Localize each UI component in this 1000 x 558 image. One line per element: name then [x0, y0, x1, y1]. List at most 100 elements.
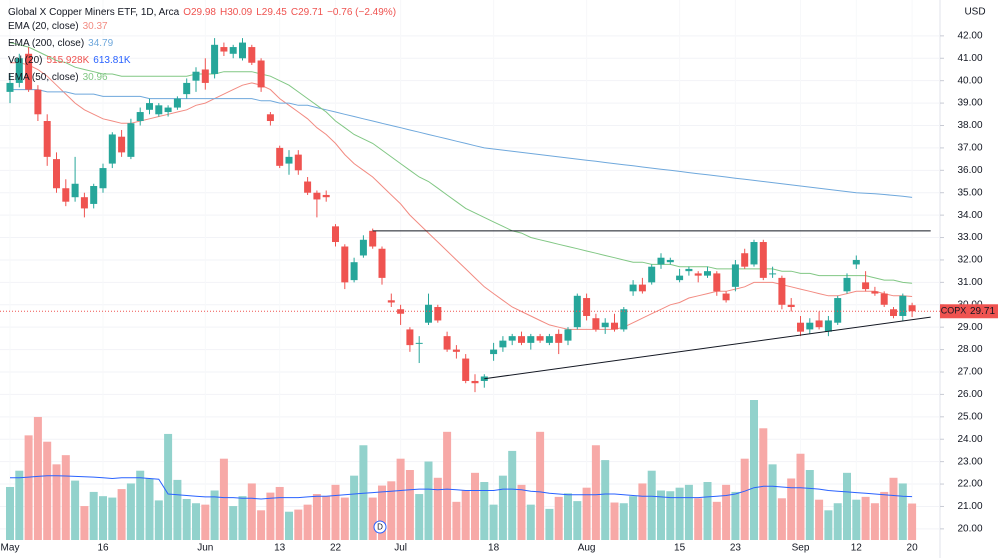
candle-body	[629, 284, 637, 292]
y-tick-label: 28.00	[957, 344, 982, 355]
legend-row: EMA (20, close) 30.37	[8, 21, 108, 32]
trendline	[484, 316, 931, 380]
volume-bar	[536, 431, 545, 540]
y-tick-label: 33.00	[957, 232, 982, 243]
candle-body	[862, 282, 870, 290]
candle-body	[443, 336, 451, 350]
ohlc-label: L29.45	[256, 7, 287, 18]
volume-bar	[629, 496, 638, 540]
candle-body	[127, 123, 135, 157]
candle-body	[25, 53, 33, 90]
volume-bar	[257, 510, 266, 540]
candle-body	[555, 333, 563, 343]
candle-body	[815, 320, 823, 328]
volume-bar	[164, 433, 173, 540]
volume-bar	[647, 470, 656, 540]
dividend-icon	[373, 520, 387, 534]
volume-bar	[861, 496, 870, 540]
symbol-tag	[940, 304, 967, 319]
legend-row: Vol (20) 515.928K 613.81K	[8, 55, 131, 66]
candle-body	[183, 82, 191, 95]
volume-bar	[405, 470, 414, 540]
volume-bar	[52, 464, 61, 540]
y-tick-label: 35.00	[957, 187, 982, 198]
candle-body	[15, 58, 23, 83]
volume-bar	[303, 504, 312, 540]
change-label: −0.76 (−2.49%)	[327, 7, 396, 18]
y-tick-label: 25.00	[957, 411, 982, 422]
volume-bar	[322, 496, 331, 540]
y-tick-label: 20.00	[957, 524, 982, 535]
volume-bar	[415, 494, 424, 540]
candle-body	[750, 242, 758, 265]
volume-bar	[694, 498, 703, 540]
candle-body	[6, 82, 14, 92]
ema-line	[10, 62, 913, 330]
candle-body	[890, 309, 897, 316]
candle-body	[71, 183, 79, 198]
candle-body	[99, 168, 107, 189]
candle-body	[257, 60, 265, 88]
candle-body	[294, 154, 302, 171]
volume-bar	[452, 501, 461, 540]
ohlc-label: O29.98	[183, 7, 216, 18]
volume-bar	[182, 498, 191, 540]
candle-body	[527, 336, 535, 343]
volume-bar	[294, 509, 303, 540]
volume-bar	[768, 464, 777, 540]
volume-bar	[117, 489, 126, 540]
candle-body	[90, 186, 98, 204]
volume-bar	[619, 503, 628, 540]
volume-bar	[340, 497, 349, 540]
x-tick-label: May	[1, 543, 20, 554]
y-tick-label: 27.00	[957, 367, 982, 378]
candle-body	[53, 159, 60, 189]
volume-bar	[498, 475, 507, 540]
volume-bar	[815, 499, 824, 540]
candle-body	[43, 121, 51, 157]
y-tick-label: 36.00	[957, 165, 982, 176]
dividend-label: D	[377, 523, 383, 532]
x-tick-label: Sep	[792, 543, 810, 554]
x-tick-label: 18	[488, 543, 500, 554]
volume-bar	[33, 416, 42, 540]
volume-bar	[480, 482, 489, 540]
currency: USD	[964, 7, 985, 18]
volume-ma-line	[10, 475, 913, 500]
candle-body	[564, 329, 572, 341]
volume-bar	[740, 458, 749, 540]
chart-title: Global X Copper Miners ETF, 1D, Arca	[8, 7, 180, 18]
volume-bar	[71, 480, 80, 540]
candle-body	[694, 273, 702, 276]
y-tick-label: 31.00	[957, 277, 982, 288]
candle-body	[313, 192, 321, 200]
candle-body	[350, 262, 358, 281]
volume-bar	[312, 494, 321, 540]
volume-bar	[489, 504, 498, 540]
candle-body	[731, 264, 739, 287]
candle-body	[341, 246, 349, 283]
candle-body	[229, 47, 237, 54]
legend-name: EMA (200, close)	[8, 38, 84, 49]
volume-bar	[526, 504, 535, 540]
candle-body	[852, 259, 860, 265]
y-tick-label: 29.00	[957, 322, 982, 333]
y-tick-label: 38.00	[957, 120, 982, 131]
candle-body	[378, 248, 386, 278]
volume-bar	[657, 490, 665, 540]
candle-body	[146, 103, 153, 110]
volume-bar	[573, 501, 582, 540]
volume-bar	[805, 470, 814, 540]
volume-bar	[582, 487, 591, 540]
x-tick-label: Jun	[197, 543, 213, 554]
volume-bar	[229, 506, 238, 540]
candle-body	[387, 300, 395, 303]
volume-bar	[15, 470, 24, 540]
candle-body	[490, 349, 498, 355]
ohlc-label: H30.09	[220, 7, 253, 18]
candle-body	[434, 307, 442, 321]
candle-body	[462, 358, 470, 381]
volume-bar	[852, 499, 861, 540]
volume-bar	[378, 485, 386, 540]
candle-body	[471, 380, 479, 384]
